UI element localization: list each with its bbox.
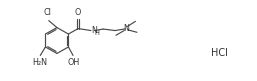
Text: HCl: HCl bbox=[211, 48, 228, 58]
Text: N: N bbox=[123, 24, 129, 33]
Text: OH: OH bbox=[68, 58, 80, 67]
Text: H₂N: H₂N bbox=[32, 58, 47, 67]
Text: O: O bbox=[75, 8, 81, 17]
Text: N: N bbox=[91, 26, 97, 35]
Text: Cl: Cl bbox=[44, 8, 52, 17]
Text: H: H bbox=[94, 30, 99, 36]
